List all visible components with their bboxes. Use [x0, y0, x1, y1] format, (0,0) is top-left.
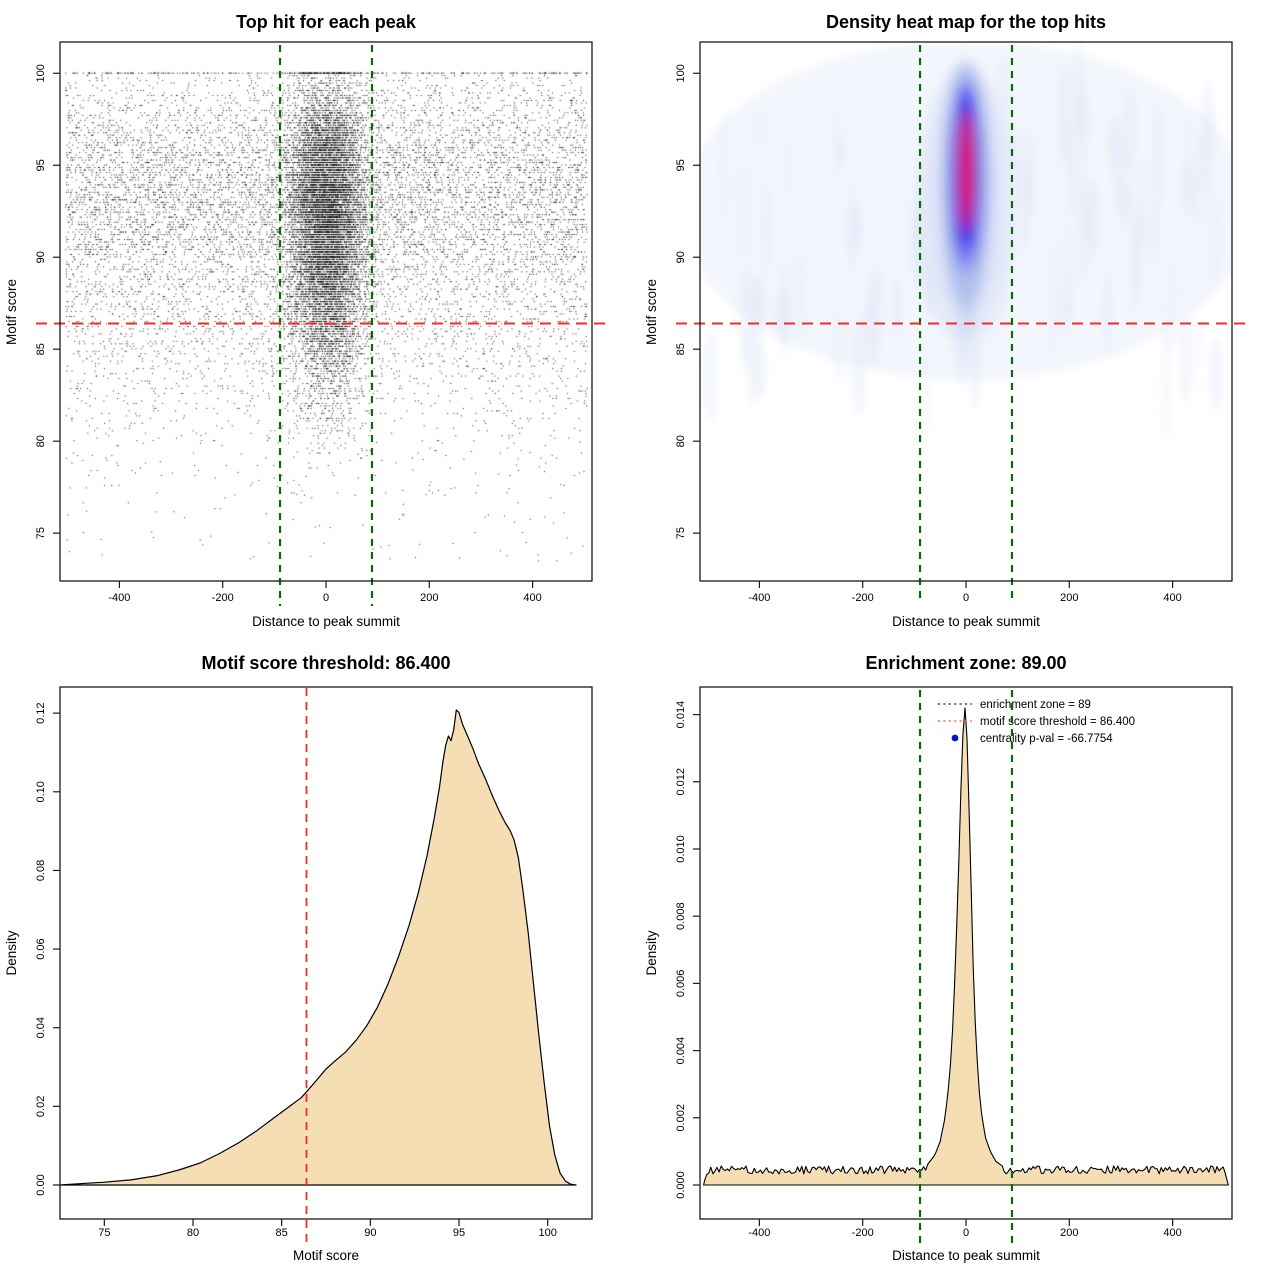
x-tick-label: 95 [453, 1227, 465, 1239]
y-tick-label: 0.002 [675, 1104, 687, 1132]
x-tick-label: 75 [98, 1227, 110, 1239]
y-tick-label: 75 [675, 527, 687, 539]
score-density-axes: 75 80 85 90 95 100 0.00 0.02 0.04 0.06 0.08 0.10 0.1… [35, 686, 593, 1239]
distance-density-axes: -400 -200 0 200 400 0.000 0.002 0.004 0.006 0.008… [675, 686, 1233, 1239]
plot-box [59, 41, 593, 582]
heatmap-plot: Density heat map for the top hits Distan… [644, 12, 1250, 629]
x-tick-label: 0 [963, 1227, 969, 1239]
score-density-plot: Motif score threshold: 86.400 Motif scor… [4, 653, 593, 1263]
scatter-axes: -400 -200 0 200 400 75 80 85 90 95 100 [35, 41, 593, 604]
y-tick-label: 95 [675, 159, 687, 171]
heatmap-ylabel: Motif score [644, 279, 659, 345]
x-tick-label: 200 [1060, 1227, 1078, 1239]
y-tick-label: 90 [35, 251, 47, 263]
x-tick-label: -200 [212, 592, 234, 604]
x-tick-label: -200 [852, 592, 874, 604]
x-tick-label: -400 [108, 592, 130, 604]
legend-blue-dot-icon [951, 734, 959, 742]
x-tick-label: -400 [748, 1227, 770, 1239]
x-tick-label: 400 [523, 592, 541, 604]
score-density-title: Motif score threshold: 86.400 [201, 653, 450, 673]
scatter-plot: Top hit for each peak Distance to peak s… [4, 12, 610, 629]
y-tick-label: 0.012 [675, 768, 687, 796]
y-tick-label: 0.000 [675, 1171, 687, 1199]
y-tick-label: 75 [35, 527, 47, 539]
panel-scatter: Top hit for each peak Distance to peak s… [0, 0, 640, 640]
scatter-ylabel: Motif score [4, 279, 19, 345]
x-tick-label: -400 [748, 592, 770, 604]
panel-distance-density: Enrichment zone: 89.00 Distance to peak … [640, 640, 1280, 1280]
y-tick-label: 0.12 [35, 702, 47, 723]
heatmap-xlabel: Distance to peak summit [892, 614, 1040, 629]
scatter-title: Top hit for each peak [236, 12, 417, 32]
distance-density-ylabel: Density [644, 930, 659, 975]
x-tick-label: 80 [187, 1227, 199, 1239]
x-tick-label: -200 [852, 1227, 874, 1239]
y-tick-label: 100 [35, 64, 47, 82]
x-tick-label: 85 [276, 1227, 288, 1239]
scatter-xlabel: Distance to peak summit [252, 614, 400, 629]
score-density-ylabel: Density [4, 930, 19, 975]
y-tick-label: 80 [675, 435, 687, 447]
plot-box [59, 686, 593, 1220]
distance-density-title: Enrichment zone: 89.00 [865, 653, 1066, 673]
y-tick-label: 85 [675, 343, 687, 355]
x-tick-label: 400 [1163, 592, 1181, 604]
legend [938, 703, 972, 742]
y-tick-label: 0.04 [35, 1017, 47, 1038]
x-tick-label: 0 [323, 592, 329, 604]
y-tick-label: 0.010 [675, 835, 687, 863]
heatmap-axes: -400 -200 0 200 400 75 80 85 90 95 100 [675, 41, 1233, 604]
panel-score-density: Motif score threshold: 86.400 Motif scor… [0, 640, 640, 1280]
x-tick-label: 90 [364, 1227, 376, 1239]
y-tick-label: 0.004 [675, 1037, 687, 1065]
y-tick-label: 100 [675, 64, 687, 82]
score-density-xlabel: Motif score [293, 1248, 359, 1263]
y-tick-label: 0.10 [35, 781, 47, 802]
legend-label-score-threshold: motif score threshold = 86.400 [980, 716, 1135, 728]
x-tick-label: 0 [963, 592, 969, 604]
y-tick-label: 0.008 [675, 902, 687, 930]
x-tick-label: 200 [1060, 592, 1078, 604]
y-tick-label: 0.00 [35, 1174, 47, 1195]
y-tick-label: 0.02 [35, 1096, 47, 1117]
plot-box [699, 686, 1233, 1220]
y-tick-label: 0.014 [675, 701, 687, 729]
y-tick-label: 80 [35, 435, 47, 447]
x-tick-label: 200 [420, 592, 438, 604]
y-tick-label: 0.006 [675, 970, 687, 998]
y-tick-label: 95 [35, 159, 47, 171]
heat-layer [700, 42, 1232, 444]
legend-label-centrality-pval: centrality p-val = -66.7754 [980, 733, 1113, 745]
distance-density-plot: Enrichment zone: 89.00 Distance to peak … [644, 653, 1233, 1263]
score-density-curve [59, 709, 577, 1186]
plot-box [699, 41, 1233, 582]
y-tick-label: 90 [675, 251, 687, 263]
y-tick-label: 0.08 [35, 860, 47, 881]
distance-density-xlabel: Distance to peak summit [892, 1248, 1040, 1263]
distance-density-curve [703, 707, 1229, 1186]
legend-label-enrichment-zone: enrichment zone = 89 [980, 699, 1091, 711]
y-tick-label: 0.06 [35, 938, 47, 959]
x-tick-label: 100 [538, 1227, 556, 1239]
y-tick-label: 85 [35, 343, 47, 355]
scatter-points-canvas [60, 42, 592, 581]
panel-heatmap: Density heat map for the top hits Distan… [640, 0, 1280, 640]
x-tick-label: 400 [1163, 1227, 1181, 1239]
heatmap-title: Density heat map for the top hits [826, 12, 1106, 32]
